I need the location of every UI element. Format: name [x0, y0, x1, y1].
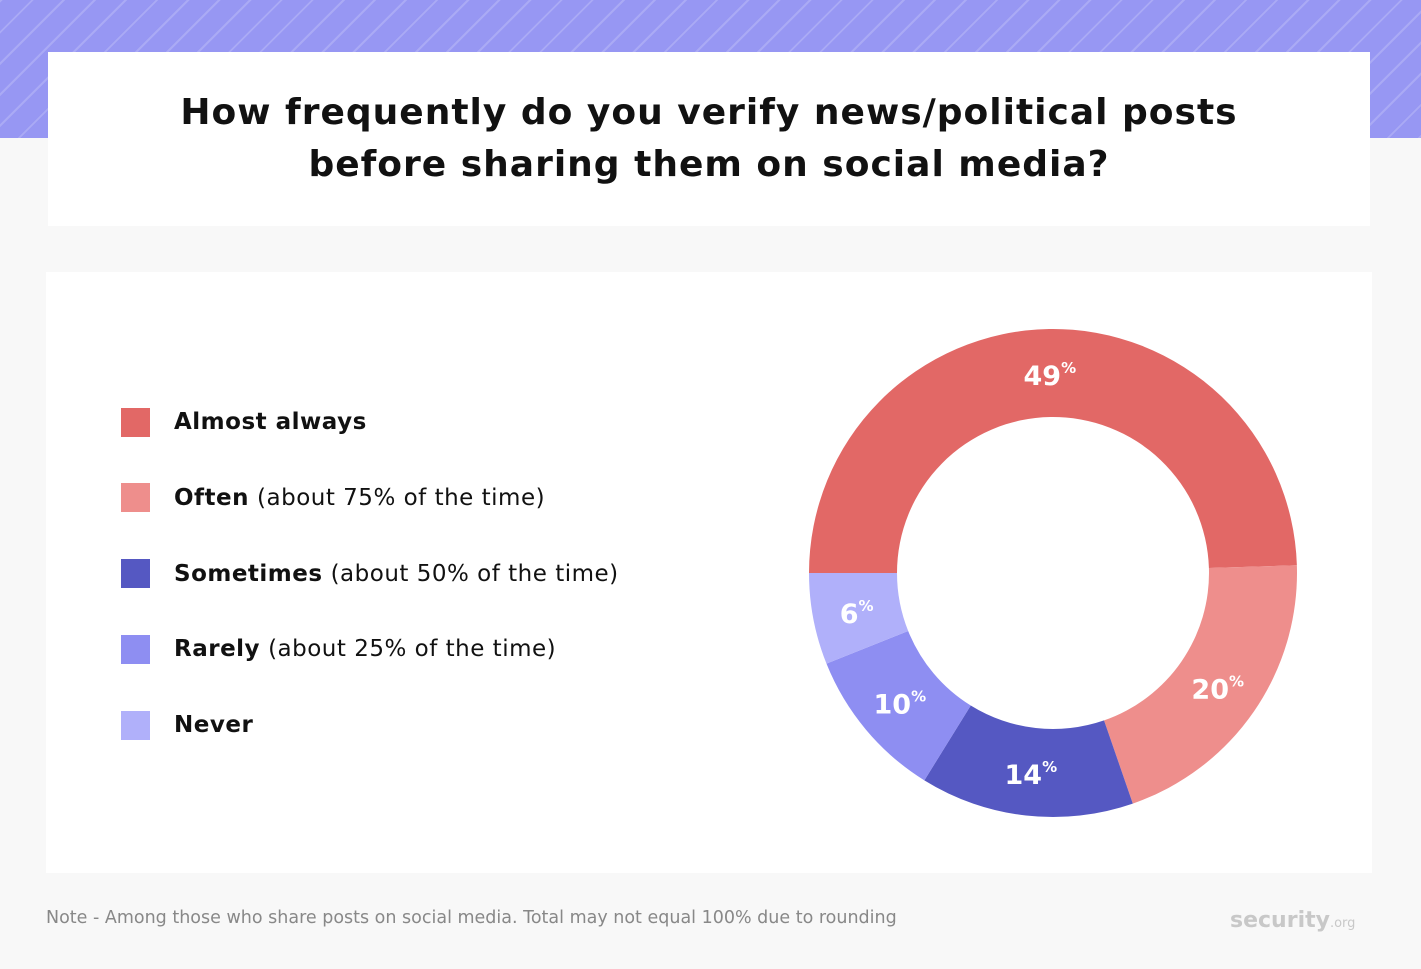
legend-item: Never [121, 710, 261, 740]
legend-label: Often [174, 484, 250, 511]
donut-segment [1104, 565, 1298, 804]
legend-label: Sometimes [174, 560, 323, 587]
chart-title: How frequently do you verify news/politi… [180, 92, 1238, 185]
legend-swatch [121, 634, 150, 664]
legend-item: Rarely (about 25% of the time) [121, 634, 556, 664]
data-label: 10% [873, 687, 926, 720]
legend-swatch [121, 559, 150, 589]
note: Note - Among those who share posts on so… [46, 908, 897, 928]
legend-label: Almost always [174, 409, 367, 435]
donut-segment [924, 705, 1133, 817]
donut-segment [826, 630, 971, 781]
data-label: 20% [1191, 672, 1244, 705]
donut-segment [809, 573, 909, 664]
data-label: 6% [840, 596, 874, 629]
legend-swatch [121, 483, 150, 513]
legend-detail: (about 75% of the time) [257, 484, 546, 511]
legend-detail: (about 50% of the time) [330, 560, 619, 587]
data-label: 14% [1005, 757, 1058, 790]
data-label: 49% [1024, 359, 1077, 392]
legend-label: Rarely [174, 636, 261, 663]
legend-swatch [121, 710, 150, 740]
legend-item: Sometimes (about 50% of the time) [121, 559, 619, 589]
title-card: How frequently do you verify news/politi… [48, 52, 1370, 226]
logo: security.org [1230, 908, 1356, 933]
legend-label: Never [174, 712, 254, 739]
donut-segment [809, 329, 1297, 573]
legend-swatch [121, 407, 150, 437]
legend-item: Often (about 75% of the time) [121, 483, 545, 513]
legend-item: Almost always [121, 407, 375, 437]
legend-detail: (about 25% of the time) [268, 636, 557, 663]
